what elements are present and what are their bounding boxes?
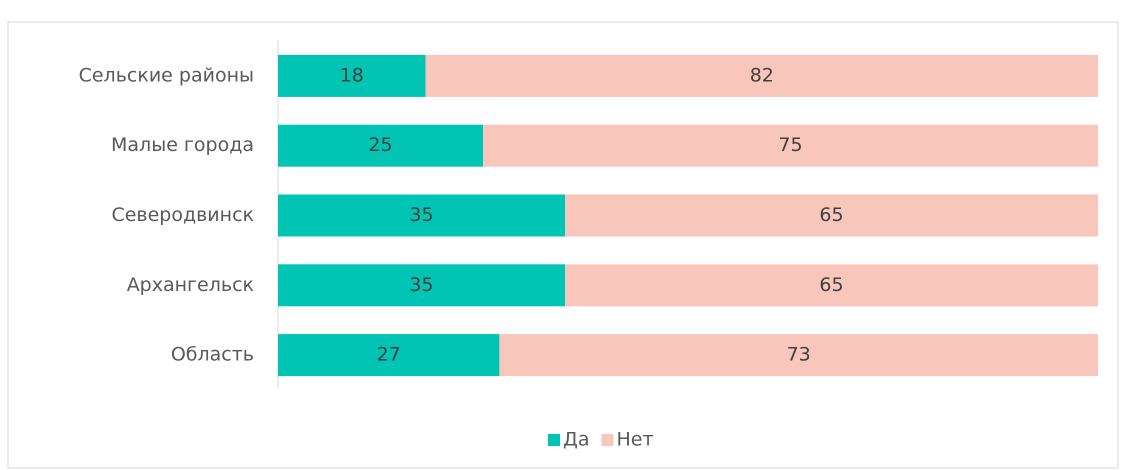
bar-segment <box>565 194 1098 237</box>
legend-swatch <box>548 434 560 446</box>
legend-label: Нет <box>617 429 654 451</box>
y-tick-label: Малые города <box>111 134 254 156</box>
bar-segment <box>278 54 426 97</box>
y-tick-label: Область <box>171 344 254 366</box>
data-label: 35 <box>409 274 433 296</box>
y-tick-label: Северодвинск <box>111 204 254 226</box>
data-label: 35 <box>409 204 433 226</box>
bar-segment <box>278 264 565 307</box>
bar-segment <box>278 124 483 167</box>
data-label: 73 <box>787 344 811 366</box>
bar-segment <box>499 334 1098 377</box>
data-label: 18 <box>340 64 364 86</box>
bar-segment <box>278 334 500 377</box>
bar-segment <box>278 194 565 237</box>
data-label: 75 <box>778 134 802 156</box>
data-label: 82 <box>750 64 774 86</box>
bar-segment <box>425 54 1099 97</box>
bar-segment <box>565 264 1098 307</box>
data-label: 27 <box>377 344 401 366</box>
legend-swatch <box>601 434 614 446</box>
data-label: 65 <box>819 204 843 226</box>
legend-label: Да <box>563 429 590 451</box>
data-label: 65 <box>819 274 843 296</box>
bar-segment <box>483 124 1098 167</box>
y-tick-label: Архангельск <box>127 274 254 296</box>
data-label: 25 <box>368 134 392 156</box>
y-tick-label: Сельские районы <box>79 64 254 86</box>
